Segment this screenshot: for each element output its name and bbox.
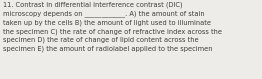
Text: 11. Contrast in differential interference contrast (DIC)
microscopy depends on _: 11. Contrast in differential interferenc… xyxy=(3,2,222,52)
